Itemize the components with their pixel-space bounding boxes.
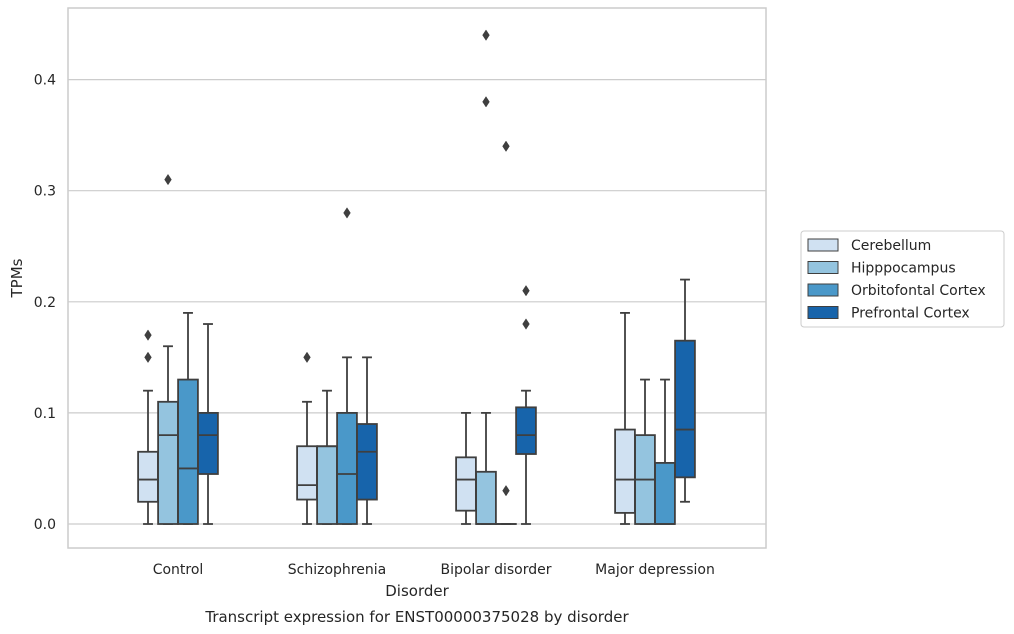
box-3-0	[614, 312, 636, 525]
box-iqr	[654, 461, 676, 525]
box-series	[137, 29, 696, 525]
legend-swatch	[807, 261, 839, 274]
box-iqr	[137, 450, 159, 503]
y-tick-label: 0.2	[34, 295, 56, 311]
x-tick-label: Major depression	[595, 562, 715, 578]
box-iqr	[614, 428, 636, 514]
outlier-point	[502, 485, 510, 497]
box-iqr	[197, 411, 219, 475]
outlier-point	[164, 173, 172, 186]
y-tick-label: 0.4	[34, 73, 56, 89]
box-1-2	[336, 207, 358, 525]
box-iqr	[475, 470, 497, 525]
outlier-point	[522, 318, 530, 330]
legend-label: Cerebellum	[851, 238, 931, 254]
legend-swatch	[807, 283, 839, 297]
legend-frame	[800, 230, 1005, 328]
outlier-point	[482, 96, 490, 108]
outlier-point	[144, 351, 152, 364]
legend-swatch	[807, 238, 839, 252]
box-iqr	[296, 445, 318, 501]
box-iqr	[455, 456, 477, 512]
x-axis-label: Disorder	[385, 582, 449, 600]
y-tick-labels: 0.0 0.1 0.2 0.3 0.4	[34, 73, 56, 533]
legend-swatch	[807, 306, 839, 319]
x-tick-labels: Control Schizophrenia Bipolar disorder Majo…	[153, 562, 715, 578]
box-iqr	[674, 339, 696, 479]
y-tick-label: 0.3	[34, 184, 56, 200]
legend-label: Hipppocampus	[851, 261, 956, 277]
box-2-2	[495, 140, 517, 525]
box-iqr	[336, 411, 358, 525]
box-3-1	[634, 378, 656, 525]
x-tick-label: Control	[153, 562, 204, 578]
outlier-point	[343, 207, 351, 219]
box-iqr	[356, 423, 378, 501]
outlier-point	[522, 285, 530, 297]
box-iqr	[515, 406, 537, 455]
outlier-point	[502, 140, 510, 152]
box-2-3	[515, 285, 537, 525]
box-2-1	[475, 29, 497, 525]
legend-label: Orbitofontal Cortex	[851, 283, 986, 299]
box-0-3	[197, 323, 219, 525]
box-2-0	[455, 411, 477, 525]
y-tick-label: 0.0	[34, 517, 56, 533]
x-tick-label: Bipolar disorder	[440, 562, 551, 578]
box-3-2	[654, 378, 676, 525]
outlier-point	[303, 351, 311, 364]
y-axis-label: TPMs	[8, 258, 26, 298]
legend: Cerebellum Hipppocampus Orbitofontal Corte…	[800, 230, 1005, 328]
box-0-0	[137, 329, 159, 525]
plot-frame	[67, 7, 767, 549]
legend-label: Prefrontal Cortex	[851, 306, 970, 322]
outlier-point	[482, 29, 490, 41]
box-1-3	[356, 356, 378, 525]
chart-title: Transcript expression for ENST0000037502…	[204, 608, 629, 626]
box-iqr	[177, 378, 199, 525]
y-tick-label: 0.1	[34, 406, 56, 422]
box-iqr	[316, 445, 338, 525]
outlier-point	[144, 329, 152, 341]
box-3-3	[674, 278, 696, 503]
box-iqr	[157, 400, 179, 525]
x-tick-label: Schizophrenia	[288, 562, 386, 578]
